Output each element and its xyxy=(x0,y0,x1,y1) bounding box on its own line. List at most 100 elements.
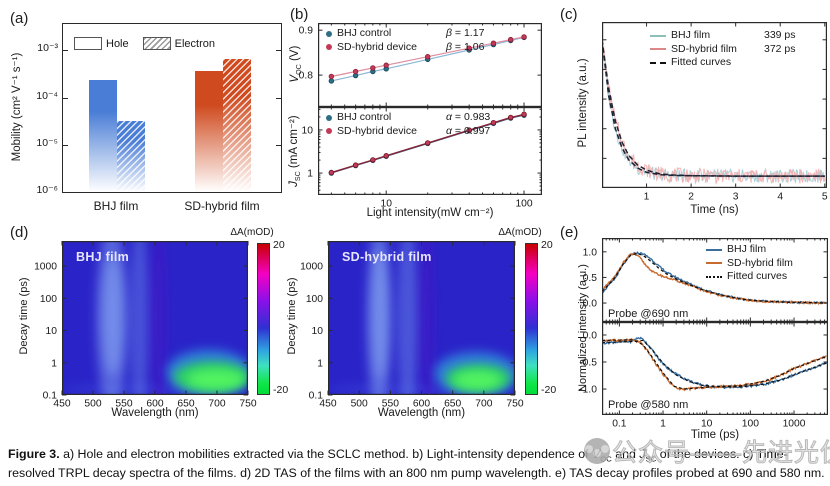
trpl-legend-sd: SD-hybrid film xyxy=(671,42,737,55)
electron-legend-label: Electron xyxy=(174,37,215,50)
sd-marker-icon xyxy=(326,44,332,51)
caption-prefix: Figure 3. xyxy=(8,447,60,461)
alpha-value-bhj: = 0.983 xyxy=(452,111,491,123)
mobility-axes xyxy=(62,23,282,194)
svg-text:0.9: 0.9 xyxy=(299,26,314,37)
svg-text:100: 100 xyxy=(515,199,532,210)
sd-line-icon xyxy=(650,48,666,51)
colorbar-sd xyxy=(525,243,538,395)
svg-text:700: 700 xyxy=(208,399,225,410)
panel-c-label: (c) xyxy=(560,6,578,23)
bhj-marker-icon xyxy=(326,114,332,121)
e-legend-fit: Fitted curves xyxy=(727,270,788,282)
svg-text:0.5: 0.5 xyxy=(583,273,598,284)
probe-690-label: Probe @690 nm xyxy=(608,308,689,320)
electron-swatch xyxy=(142,37,171,50)
colorbar-bhj-title: ΔA(mOD) xyxy=(230,227,274,238)
svg-text:750: 750 xyxy=(506,399,523,410)
heatmap-bhj-title: BHJ film xyxy=(76,250,130,264)
svg-text:1: 1 xyxy=(644,192,650,203)
trpl-legend: BHJ film 339 ps SD-hybrid film 372 ps Fi… xyxy=(650,29,796,70)
mobility-ytick xyxy=(276,50,281,52)
alpha-symbol: α xyxy=(446,111,452,123)
panel-b-label: (b) xyxy=(290,6,309,23)
light-intensity-xlabel: Light intensity(mW cm⁻²) xyxy=(366,207,494,219)
hole-swatch xyxy=(74,37,102,50)
normalized-intensity-ylabel: Normalized intensity (a.u.) xyxy=(577,264,589,392)
bhj-marker-icon xyxy=(326,30,332,37)
svg-text:10: 10 xyxy=(312,326,324,337)
beta-value-sd: = 1.06 xyxy=(452,40,485,53)
trpl-tau-bhj: 339 ps xyxy=(764,29,796,41)
svg-text:100: 100 xyxy=(40,294,57,305)
trpl-legend-fit: Fitted curves xyxy=(671,56,732,68)
svg-text:0.0: 0.0 xyxy=(583,330,598,341)
svg-text:0.1: 0.1 xyxy=(309,391,324,402)
svg-text:450: 450 xyxy=(53,399,70,410)
svg-text:1: 1 xyxy=(660,419,666,430)
time-ns-xlabel: Time (ns) xyxy=(690,204,739,216)
svg-text:1000: 1000 xyxy=(34,262,57,273)
jsc-legend: BHJ control α = 0.983 SD-hybrid device α… xyxy=(326,111,490,138)
voc-legend-sd: SD-hybrid device xyxy=(337,40,417,53)
mobility-ytick xyxy=(63,192,68,194)
colorbar-sd-title: ΔA(mOD) xyxy=(498,227,542,238)
svg-text:650: 650 xyxy=(444,399,461,410)
bar-bhj-film-electron xyxy=(117,120,145,193)
mobility-ytick-label: 10⁻⁵ xyxy=(36,136,58,149)
voc-chart: 0.8 0.9 xyxy=(299,23,543,108)
alpha-symbol: α xyxy=(446,124,452,137)
mobility-ytick-label: 10⁻³ xyxy=(37,42,58,55)
svg-text:10: 10 xyxy=(701,419,713,430)
svg-text:550: 550 xyxy=(115,399,132,410)
trpl-legend-bhj: BHJ film xyxy=(671,29,711,41)
wavelength-xlabel-bhj: Wavelength (nm) xyxy=(111,407,199,419)
svg-text:0.1: 0.1 xyxy=(43,391,58,402)
mobility-legend: Hole Electron xyxy=(74,37,215,50)
bar-sd-hybrid-film-hole xyxy=(195,71,223,192)
watermark-logo xyxy=(584,438,610,464)
e-legend-sd: SD-hybrid film xyxy=(727,256,793,269)
tas-heatmap-sd: 450 500 550 600 650 700 750 0.1 1 10 100 1000 xyxy=(300,241,524,410)
svg-text:500: 500 xyxy=(351,399,368,410)
mobility-ytick xyxy=(63,144,68,146)
colorbar-bhj xyxy=(257,243,270,395)
beta-value-bhj: = 1.17 xyxy=(452,27,485,39)
mobility-ytick-label: 10⁻⁶ xyxy=(36,184,58,196)
beta-symbol: β xyxy=(446,27,452,39)
hole-legend-label: Hole xyxy=(106,37,129,50)
svg-text:10: 10 xyxy=(46,326,58,337)
svg-text:10: 10 xyxy=(380,199,392,210)
voc-legend: BHJ control β = 1.17 SD-hybrid device β … xyxy=(326,27,484,54)
jsc-chart: 10 100 1 10 xyxy=(302,107,543,210)
e-legend-bhj: BHJ film xyxy=(727,243,767,255)
bar-sd-hybrid-film-electron xyxy=(223,58,251,193)
colorbar-sd-max: 20 xyxy=(541,239,553,251)
svg-text:100: 100 xyxy=(742,419,759,430)
svg-text:500: 500 xyxy=(84,399,101,410)
tas-decay-580-chart: 0.1 1 10 100 1000 0.0 -0.5 -1.0 xyxy=(579,322,829,430)
svg-text:1000: 1000 xyxy=(300,262,323,273)
svg-text:450: 450 xyxy=(319,399,336,410)
mobility-ylabel: Mobility (cm² V⁻¹ s⁻¹) xyxy=(11,52,23,162)
panel-e-label: (e) xyxy=(560,224,579,241)
bhj-line-icon xyxy=(706,248,722,251)
mobility-ytick xyxy=(276,97,281,99)
svg-text:-1.0: -1.0 xyxy=(579,385,597,396)
pl-intensity-ylabel: PL intensity (a.u.) xyxy=(577,58,589,148)
paw-icon xyxy=(593,449,601,457)
beta-symbol: β xyxy=(446,40,452,53)
sd-marker-icon xyxy=(326,128,332,135)
svg-text:1: 1 xyxy=(307,169,313,180)
svg-text:0.0: 0.0 xyxy=(583,299,598,310)
svg-text:5: 5 xyxy=(822,192,828,203)
svg-text:600: 600 xyxy=(146,399,163,410)
jsc-legend-bhj: BHJ control xyxy=(337,111,392,123)
voc-legend-bhj: BHJ control xyxy=(337,27,392,39)
tas-decay-690-chart: 0.0 0.5 1.0 xyxy=(583,238,829,323)
time-ps-xlabel: Time (ps) xyxy=(690,429,740,441)
svg-text:4: 4 xyxy=(777,192,783,203)
colorbar-bhj-max: 20 xyxy=(273,239,285,251)
category-bhj-film: BHJ film xyxy=(93,199,139,213)
